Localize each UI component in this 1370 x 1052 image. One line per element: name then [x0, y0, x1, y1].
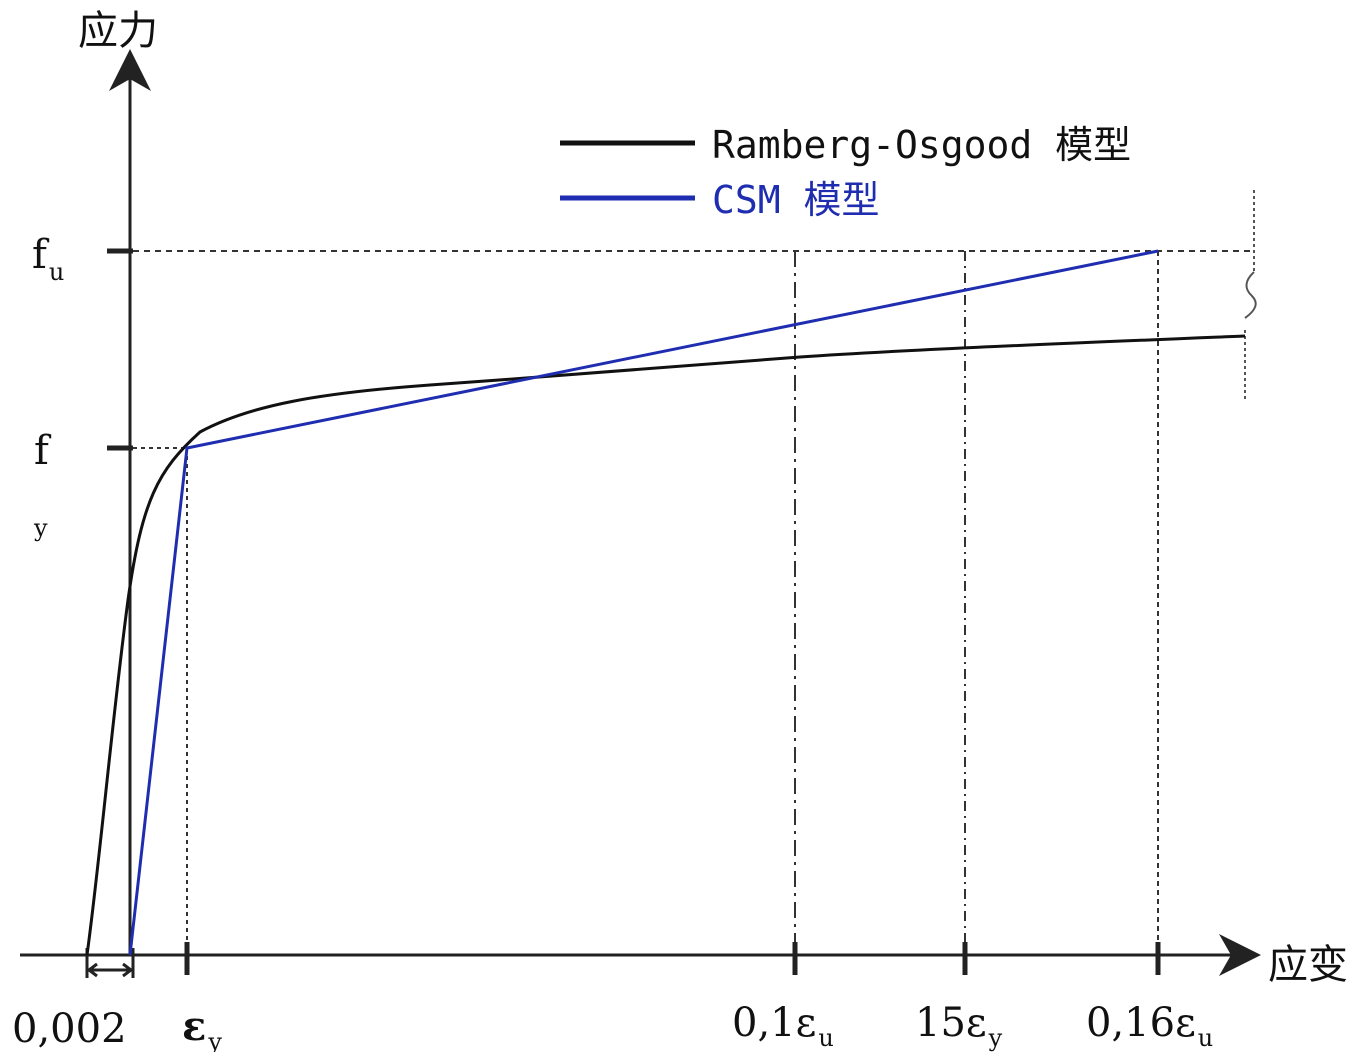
x-tick-label-ey: εy — [182, 1003, 222, 1052]
x-axis-title: 应变 — [1268, 942, 1348, 988]
series-ramberg-osgood-line — [85, 334, 1246, 956]
y-tick-label-fy-base: f — [34, 428, 52, 474]
legend: Ramberg-Osgood 模型 CSM 模型 — [560, 123, 1131, 222]
y-tick-label-fy-sub: y — [33, 514, 48, 542]
y-axis-title: 应力 — [78, 8, 158, 54]
x-tick-label-offset: 0,002 — [12, 1006, 127, 1052]
y-tick-label-fu: fu — [32, 232, 64, 286]
legend-label-ramberg-osgood: Ramberg-Osgood 模型 — [712, 123, 1131, 167]
offset-bracket — [85, 948, 135, 978]
legend-label-csm: CSM 模型 — [712, 178, 880, 222]
axis-break-symbol — [1244, 190, 1257, 400]
x-tick-label-e01u: 0,1εu — [732, 1000, 834, 1052]
x-tick-label-e016u: 0,16εu — [1086, 1000, 1213, 1052]
x-tick-label-e15y: 15εy — [915, 1000, 1003, 1052]
series-csm-line — [128, 249, 1159, 956]
